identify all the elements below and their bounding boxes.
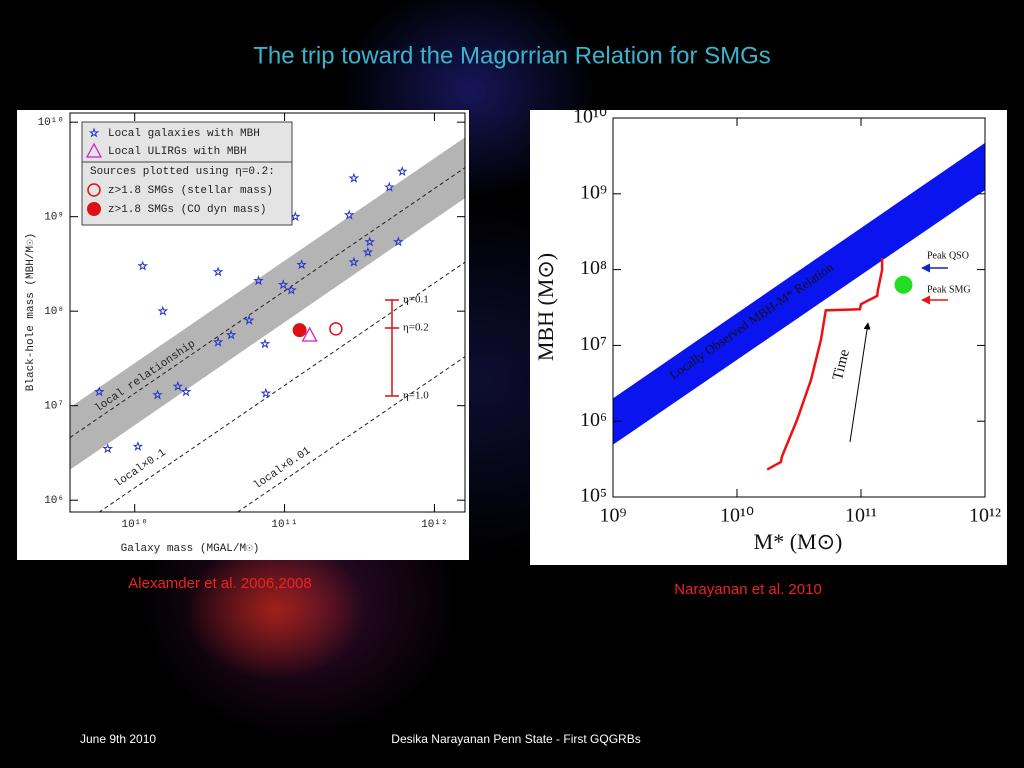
- annotation: η=1.0: [403, 390, 429, 402]
- time-arrow: [849, 322, 871, 443]
- legend-entry: z>1.8 SMGs (stellar mass): [108, 185, 273, 197]
- y-tick-label: 10⁹: [580, 181, 607, 203]
- legend-note: Sources plotted using η=0.2:: [90, 166, 275, 178]
- open-circle-marker: [87, 183, 101, 197]
- star-marker: [348, 172, 360, 183]
- x-tick-label: 10⁹: [600, 505, 627, 527]
- star-marker: [396, 166, 408, 177]
- circle-marker: [87, 202, 101, 216]
- star-marker: [253, 275, 264, 286]
- star-marker: [362, 246, 374, 257]
- star-marker: [152, 389, 163, 400]
- relation-line: [98, 261, 465, 512]
- y-tick-label: 10¹⁰: [573, 106, 607, 128]
- relation-line: [236, 356, 465, 512]
- star-marker: [296, 259, 307, 270]
- star-marker: [212, 336, 224, 347]
- y-tick-label: 10⁵: [580, 485, 607, 507]
- circle-marker: [292, 323, 307, 338]
- y-tick-label: 10⁹: [44, 212, 64, 224]
- star-marker: [157, 305, 169, 316]
- y-axis-label: MBH (M⊙): [533, 253, 558, 361]
- open-circle-marker: [329, 322, 343, 336]
- annotation: Time: [830, 348, 853, 382]
- legend-entry: Local galaxies with MBH: [108, 128, 260, 140]
- star-marker: [393, 236, 404, 247]
- annotation: Peak SMG: [927, 284, 971, 295]
- relation-band: [613, 142, 985, 445]
- x-axis-label: M* (M⊙): [754, 529, 843, 554]
- caption: Alexamder et al. 2006,2008: [128, 575, 311, 592]
- eta-scale-bar: [385, 299, 399, 397]
- star-marker: [243, 314, 255, 325]
- annotation: η=0.2: [403, 322, 429, 334]
- star-marker: [172, 380, 184, 391]
- y-axis-label: Black-hole mass (MBH/M☉): [25, 233, 37, 391]
- x-tick-label: 10¹¹: [271, 519, 297, 531]
- relation-band: [70, 137, 465, 470]
- legend-entry: Local ULIRGs with MBH: [108, 146, 247, 158]
- star-marker: [225, 329, 237, 340]
- footer-text: Desika Narayanan Penn State - First GQGR…: [391, 732, 640, 746]
- track-line: [766, 258, 884, 471]
- x-axis-label: Galaxy mass (MGAL/M☉): [121, 543, 260, 555]
- star-marker: [137, 260, 148, 271]
- annotation: Peak QSO: [927, 250, 969, 261]
- star-marker: [212, 266, 224, 277]
- triangle-marker: [85, 142, 103, 158]
- star-marker: [277, 279, 289, 290]
- star-marker: [132, 440, 144, 451]
- legend-entry: z>1.8 SMGs (CO dyn mass): [108, 204, 266, 216]
- x-tick-label: 10¹²: [421, 519, 447, 531]
- triangle-marker: [301, 326, 318, 342]
- y-tick-label: 10⁸: [44, 306, 64, 318]
- legend-box: [81, 121, 293, 226]
- y-tick-label: 10¹⁰: [38, 117, 64, 129]
- y-tick-label: 10⁸: [580, 257, 607, 279]
- star-marker: [286, 284, 297, 295]
- slide-title: The trip toward the Magorrian Relation f…: [253, 42, 771, 69]
- star-marker: [88, 127, 100, 138]
- y-tick-label: 10⁷: [580, 333, 607, 355]
- x-tick-label: 10¹⁰: [720, 505, 754, 527]
- x-tick-label: 10¹²: [969, 505, 1001, 527]
- y-tick-label: 10⁶: [44, 495, 64, 507]
- y-tick-label: 10⁶: [580, 409, 607, 431]
- star-marker: [384, 181, 395, 192]
- x-tick-label: 10¹⁰: [121, 519, 147, 531]
- star-marker: [180, 386, 192, 397]
- circle-marker: [894, 275, 913, 294]
- star-marker: [94, 386, 105, 397]
- annotation: η=0.1: [403, 294, 429, 306]
- star-marker: [259, 338, 271, 349]
- star-marker: [343, 209, 355, 220]
- x-tick-label: 10¹¹: [845, 505, 877, 527]
- caption: Narayanan et al. 2010: [674, 581, 822, 598]
- star-marker: [260, 387, 272, 398]
- y-tick-label: 10⁷: [44, 401, 64, 413]
- plot-area: [613, 142, 985, 445]
- star-marker: [364, 236, 375, 247]
- relation-line: [70, 167, 465, 438]
- plot-area: [70, 137, 465, 512]
- star-marker: [348, 256, 360, 267]
- star-marker: [102, 443, 113, 454]
- footer-date: June 9th 2010: [80, 732, 156, 746]
- plot-frame: [612, 117, 986, 498]
- plot-frame: [69, 112, 466, 513]
